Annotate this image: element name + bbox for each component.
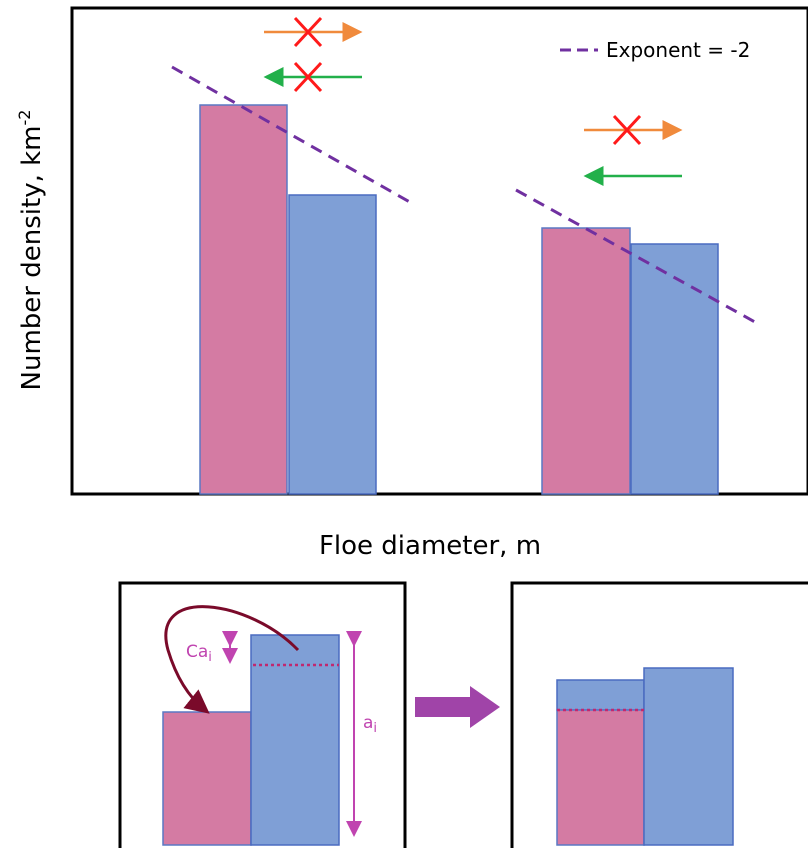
slope-line [515, 188, 756, 324]
ca-sub: i [208, 650, 212, 665]
x-label: Floe diameter, m [319, 531, 541, 561]
ca-label: Cai [186, 642, 212, 665]
slope-line [171, 65, 416, 207]
bar [556, 679, 645, 711]
bar [250, 634, 340, 846]
bar [162, 711, 252, 846]
y-label: Number density, km-2 [15, 110, 47, 391]
bar [288, 194, 377, 495]
bar [643, 667, 734, 846]
bar [541, 227, 631, 495]
ca-main: Ca [186, 642, 208, 662]
bar [199, 104, 288, 495]
transfer-arrow [164, 605, 300, 714]
step-arrow [415, 686, 500, 728]
bar [556, 709, 645, 846]
top-frame [70, 6, 808, 496]
y-label-main: Number density, km [17, 126, 47, 391]
bar [630, 243, 719, 495]
y-label-sup: -2 [15, 110, 34, 126]
a-sub: i [373, 721, 377, 736]
legend-text: Exponent = -2 [606, 38, 750, 62]
a-main: a [363, 713, 373, 733]
bottom-right-frame [510, 581, 808, 848]
bottom-left-frame [118, 581, 407, 848]
a-label: ai [363, 713, 377, 736]
cross-marks [293, 16, 642, 146]
